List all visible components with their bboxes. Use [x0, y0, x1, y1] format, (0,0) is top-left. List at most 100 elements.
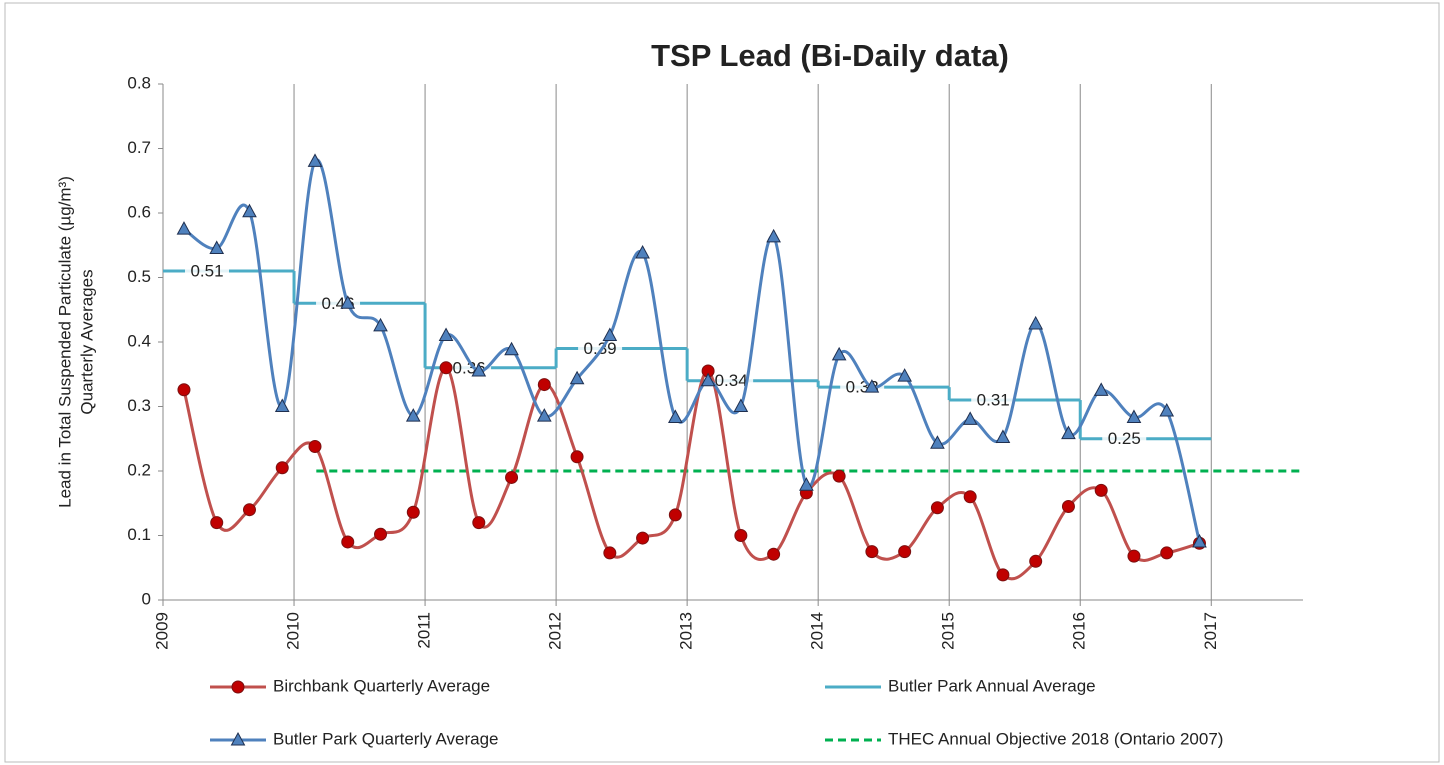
marker [242, 203, 257, 218]
data-label-bg [971, 389, 1016, 412]
marker [832, 469, 846, 483]
marker [177, 383, 191, 397]
data-label-bg [185, 260, 229, 283]
marker [700, 372, 716, 387]
legend-label: Birchbank Quarterly Average [273, 676, 490, 695]
chart-title: TSP Lead (Bi-Daily data) [651, 38, 1009, 73]
y-tick-label: 0 [142, 589, 151, 608]
marker [242, 503, 256, 517]
data-label: 0.51 [190, 262, 223, 281]
legend-label: Butler Park Annual Average [888, 676, 1096, 695]
marker [602, 327, 618, 342]
y-tick-label: 0.8 [127, 73, 151, 92]
marker [176, 221, 192, 235]
x-tick-label: 2017 [1201, 612, 1220, 650]
y-tick-label: 0.4 [127, 331, 151, 350]
y-tick-label: 0.3 [127, 396, 151, 415]
marker [995, 429, 1011, 443]
marker [406, 505, 420, 519]
legend-label: THEC Annual Objective 2018 (Ontario 2007… [888, 729, 1223, 748]
y-tick-label: 0.5 [127, 267, 151, 286]
marker [864, 379, 880, 393]
y-tick-label: 0.2 [127, 460, 151, 479]
marker [1028, 315, 1044, 330]
marker [898, 545, 912, 559]
data-label-bg [709, 369, 754, 392]
data-label-bg [578, 337, 623, 360]
marker [1159, 402, 1175, 417]
marker [930, 435, 945, 449]
marker [1127, 549, 1141, 563]
marker [1094, 483, 1108, 497]
x-tick-label: 2016 [1070, 612, 1089, 650]
marker [439, 361, 453, 375]
marker [636, 531, 650, 545]
marker [275, 461, 289, 475]
marker [1160, 546, 1174, 560]
marker [962, 411, 978, 425]
series-line [183, 158, 1201, 543]
marker [308, 439, 322, 453]
data-label: 0.34 [715, 371, 748, 390]
marker [472, 516, 486, 530]
marker [231, 680, 245, 694]
marker [570, 450, 584, 464]
marker [536, 408, 552, 422]
marker [471, 362, 487, 377]
data-label: 0.25 [1108, 429, 1141, 448]
y-tick-label: 0.6 [127, 202, 151, 221]
marker [996, 568, 1010, 582]
marker [635, 244, 650, 259]
marker [1061, 499, 1075, 513]
marker [307, 153, 323, 167]
x-tick-label: 2014 [808, 612, 827, 650]
marker [374, 527, 388, 541]
x-tick-label: 2015 [939, 612, 958, 650]
legend-label: Butler Park Quarterly Average [273, 729, 499, 748]
x-tick-label: 2012 [546, 612, 565, 650]
data-label-bg [1102, 427, 1147, 450]
y-tick-label: 0.7 [127, 138, 151, 157]
marker [504, 341, 519, 356]
marker [733, 398, 749, 412]
marker [438, 327, 454, 342]
marker [603, 546, 617, 560]
marker [668, 508, 682, 522]
x-tick-label: 2011 [415, 612, 434, 649]
marker [897, 368, 912, 382]
marker [668, 409, 683, 423]
marker [210, 516, 224, 530]
marker [1126, 409, 1142, 423]
y-tick-label: 0.1 [127, 525, 151, 544]
marker [963, 490, 977, 504]
data-label: 0.39 [584, 339, 617, 358]
marker [767, 547, 781, 561]
marker [766, 228, 781, 243]
marker [373, 317, 388, 332]
marker [341, 535, 355, 549]
x-tick-label: 2013 [677, 612, 696, 650]
marker [274, 398, 290, 412]
y-axis-title: Lead in Total Suspended Particulate (µg/… [55, 176, 96, 508]
marker [230, 731, 246, 746]
marker [569, 370, 585, 385]
marker [1192, 533, 1207, 548]
marker [930, 501, 944, 515]
y-axis-title-line: Lead in Total Suspended Particulate (µg/… [55, 176, 74, 508]
x-tick-label: 2010 [284, 612, 303, 650]
marker [405, 408, 421, 422]
marker [1029, 554, 1043, 568]
marker [734, 529, 748, 542]
marker [340, 295, 356, 309]
y-axis-title-line: Quarterly Averages [77, 269, 96, 414]
marker [209, 240, 225, 254]
marker [1061, 425, 1076, 440]
marker [505, 470, 519, 484]
data-label: 0.31 [977, 391, 1010, 410]
marker [537, 378, 551, 392]
marker [865, 545, 879, 559]
marker [1093, 382, 1109, 396]
marker [831, 346, 847, 361]
x-tick-label: 2009 [152, 612, 171, 650]
